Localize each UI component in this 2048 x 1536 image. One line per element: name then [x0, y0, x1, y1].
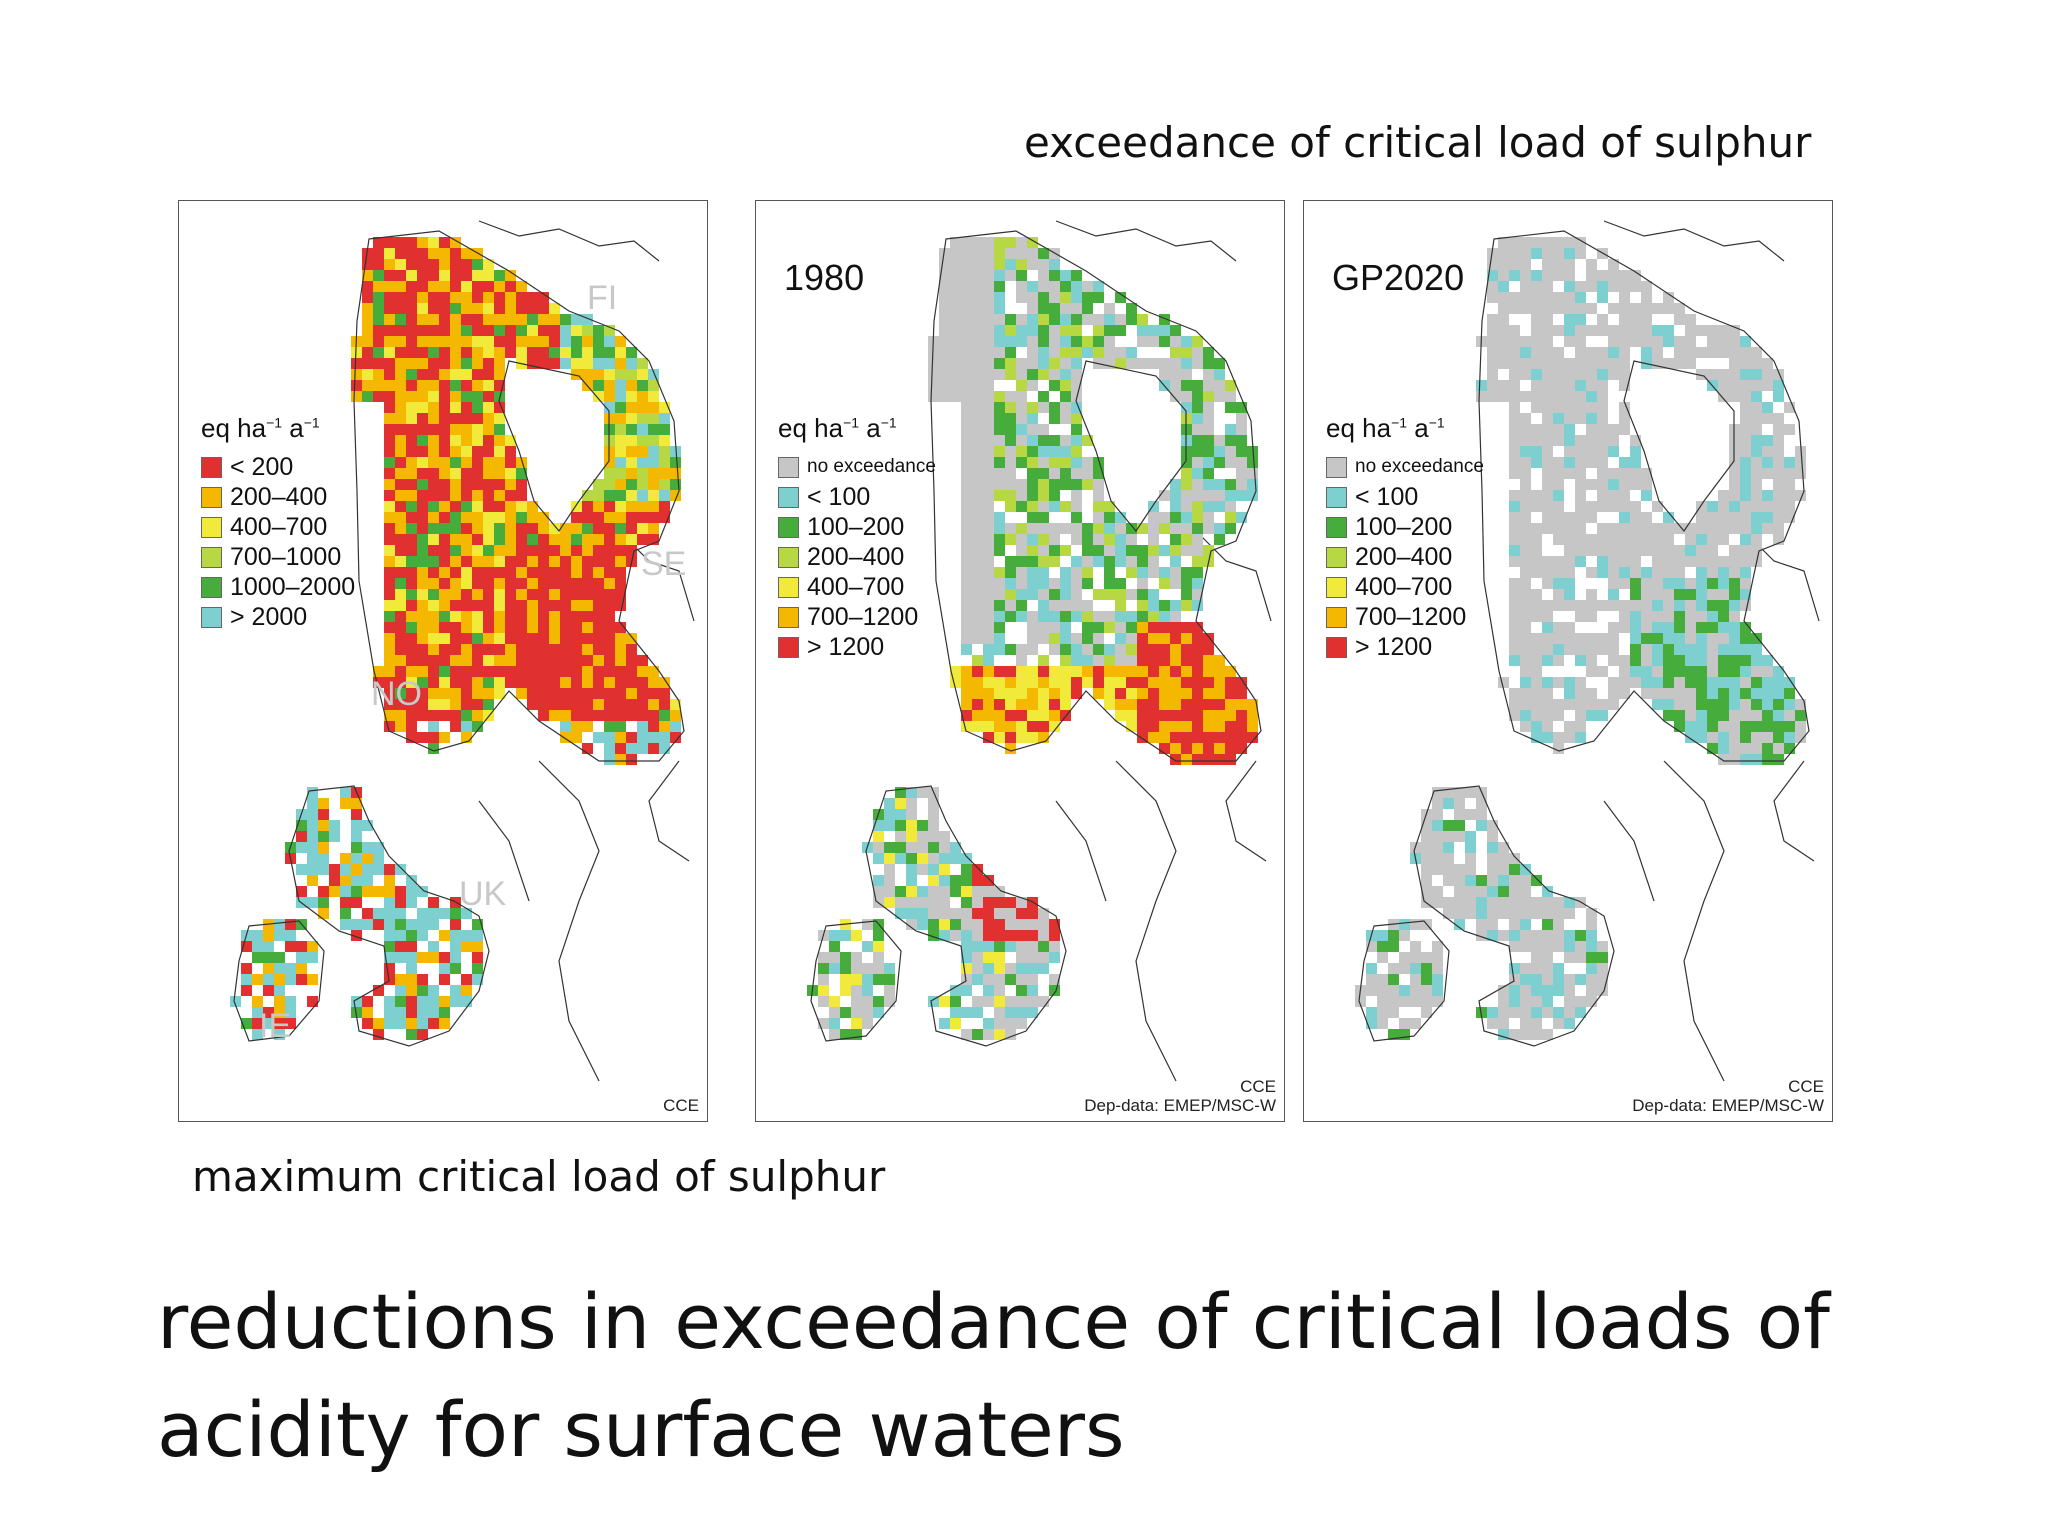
legend-label: > 2000 [230, 602, 308, 631]
top-caption: exceedance of critical load of sulphur [1024, 118, 1812, 167]
legend-item: no exceedance [778, 452, 936, 482]
legend-swatch [1326, 636, 1347, 658]
legend-label: no exceedance [1355, 456, 1484, 477]
legend-swatch [201, 546, 222, 568]
legend-swatch [1326, 486, 1347, 508]
legend: eq ha−1 a−1 < 200 200–400 400–700 700–1000 1… [201, 413, 355, 632]
legend-label: 200–400 [230, 482, 328, 511]
panel-year-label: GP2020 [1332, 257, 1465, 298]
legend-item: > 1200 [778, 632, 936, 662]
legend-swatch [778, 456, 799, 478]
legend-swatch [201, 456, 222, 478]
legend-item: 400–700 [201, 512, 355, 542]
legend-item: < 100 [1326, 482, 1484, 512]
legend-swatch [1326, 516, 1347, 538]
legend-title: eq ha−1 a−1 [778, 413, 897, 443]
legend-label: 400–700 [807, 572, 905, 601]
legend-item: 700–1200 [1326, 602, 1484, 632]
legend-title: eq ha−1 a−1 [201, 413, 320, 443]
legend-item: 200–400 [778, 542, 936, 572]
critical-load-map-panel: eq ha−1 a−1 < 200 200–400 400–700 700–1000 1… [178, 200, 708, 1122]
legend-label: > 1200 [1355, 632, 1433, 661]
exceedance-gp2020-map-panel: GP2020 eq ha−1 a−1 no exceedance < 100 100… [1303, 200, 1833, 1122]
legend: eq ha−1 a−1 no exceedance < 100 100–200 200… [1326, 413, 1484, 662]
exceedance-gp2020-map [1355, 220, 1820, 1082]
legend-swatch [778, 636, 799, 658]
legend-swatch [778, 576, 799, 598]
legend-item: 100–200 [778, 512, 936, 542]
legend-item: 700–1000 [201, 542, 355, 572]
legend-swatch [1326, 576, 1347, 598]
legend-swatch [1326, 546, 1347, 568]
legend-swatch [1326, 606, 1347, 628]
legend-swatch [201, 486, 222, 508]
legend-label: < 100 [807, 482, 871, 511]
legend-label: 100–200 [807, 512, 905, 541]
legend-item: 1000–2000 [201, 572, 355, 602]
legend-label: 1000–2000 [230, 572, 356, 601]
critical-load-map [230, 220, 695, 1082]
legend-swatch [778, 516, 799, 538]
legend-swatch [1326, 456, 1347, 478]
legend-item: > 2000 [201, 602, 355, 632]
legend-swatch [201, 516, 222, 538]
panel-year-label: 1980 [784, 257, 865, 298]
legend-swatch [778, 606, 799, 628]
country-label-fi: FI [587, 279, 618, 317]
legend-item: 700–1200 [778, 602, 936, 632]
legend-item: > 1200 [1326, 632, 1484, 662]
legend: eq ha−1 a−1 no exceedance < 100 100–200 200… [778, 413, 936, 662]
legend-label: 700–1200 [1355, 602, 1467, 631]
legend-label: > 1200 [807, 632, 885, 661]
legend-label: 400–700 [1355, 572, 1453, 601]
exceedance-1980-map [807, 220, 1272, 1082]
legend-swatch [201, 576, 222, 598]
legend-item: 200–400 [201, 482, 355, 512]
legend-label: 200–400 [1355, 542, 1453, 571]
bottom-caption: maximum critical load of sulphur [192, 1152, 886, 1201]
legend-label: 700–1200 [807, 602, 919, 631]
map-credit: CCE Dep-data: EMEP/MSC-W [1084, 1077, 1276, 1115]
legend-label: 700–1000 [230, 542, 342, 571]
exceedance-1980-map-panel: 1980 eq ha−1 a−1 no exceedance < 100 100–2… [755, 200, 1285, 1122]
legend-label: 400–700 [230, 512, 328, 541]
legend-item: < 100 [778, 482, 936, 512]
country-label-uk: UK [459, 875, 507, 913]
map-credit: CCE [663, 1096, 699, 1115]
legend-item: < 200 [201, 452, 355, 482]
country-label-se: SE [641, 545, 687, 583]
legend-item: no exceedance [1326, 452, 1484, 482]
legend-swatch [778, 546, 799, 568]
slide-title: reductions in exceedance of critical loa… [157, 1277, 1830, 1474]
legend-item: 200–400 [1326, 542, 1484, 572]
legend-swatch [778, 486, 799, 508]
legend-item: 400–700 [1326, 572, 1484, 602]
country-label-no: NO [371, 675, 422, 713]
legend-title: eq ha−1 a−1 [1326, 413, 1445, 443]
legend-label: < 200 [230, 452, 294, 481]
legend-label: 100–200 [1355, 512, 1453, 541]
map-credit: CCE Dep-data: EMEP/MSC-W [1632, 1077, 1824, 1115]
legend-swatch [201, 606, 222, 628]
legend-label: no exceedance [807, 456, 936, 477]
legend-label: 200–400 [807, 542, 905, 571]
legend-item: 100–200 [1326, 512, 1484, 542]
legend-label: < 100 [1355, 482, 1419, 511]
legend-item: 400–700 [778, 572, 936, 602]
country-label-ie: IE [259, 1007, 292, 1045]
